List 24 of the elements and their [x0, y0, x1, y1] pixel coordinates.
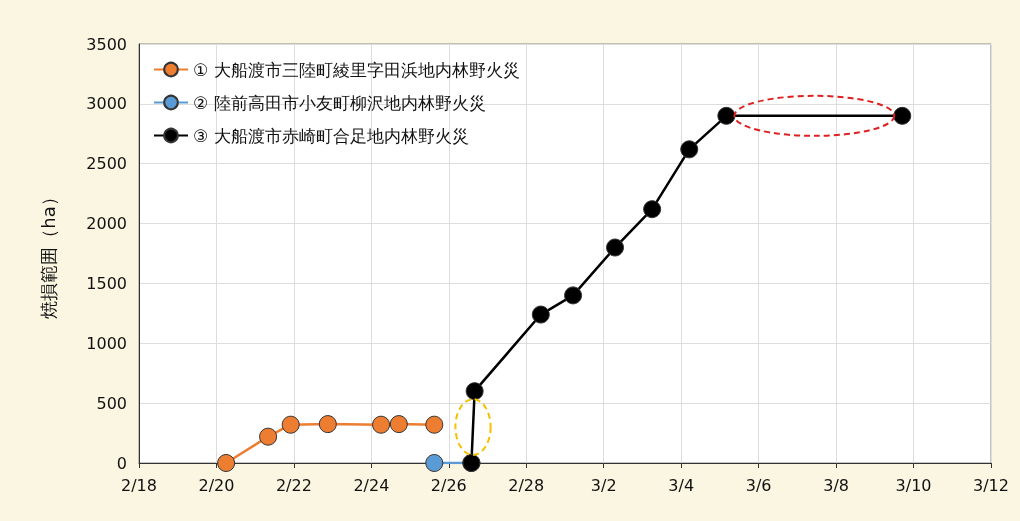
legend-label: ③ 大船渡市赤崎町合足地内林野火災	[193, 125, 469, 146]
y-tick-label: 500	[96, 393, 127, 413]
x-tick-label: 2/22	[275, 475, 312, 495]
y-axis-title: 焼損範囲（ha）	[37, 188, 59, 319]
y-tick-label: 0	[116, 453, 127, 473]
y-tick-label: 1000	[86, 333, 127, 353]
x-tick-label: 3/10	[895, 475, 932, 495]
x-tick-label: 2/26	[430, 475, 467, 495]
legend-label: ① 大船渡市三陸町綾里字田浜地内林野火災	[193, 59, 520, 80]
x-tick-label: 2/24	[353, 475, 390, 495]
x-tick-label: 2/18	[121, 475, 157, 495]
x-tick-label: 3/6	[745, 475, 772, 495]
legend-label: ② 陸前高田市小友町柳沢地内林野火災	[193, 92, 486, 113]
y-tick-label: 3500	[86, 34, 127, 54]
y-tick-label: 2000	[86, 214, 127, 234]
x-tick-label: 3/4	[668, 475, 695, 495]
y-tick-label: 3000	[86, 94, 127, 114]
y-tick-label: 2500	[86, 154, 127, 174]
x-tick-label: 3/2	[590, 475, 617, 495]
x-tick-label: 2/20	[198, 475, 235, 495]
x-tick-label: 2/28	[508, 475, 545, 495]
x-tick-label: 3/8	[823, 475, 849, 495]
y-tick-label: 1500	[86, 273, 127, 293]
x-tick-label: 3/12	[973, 475, 1009, 495]
